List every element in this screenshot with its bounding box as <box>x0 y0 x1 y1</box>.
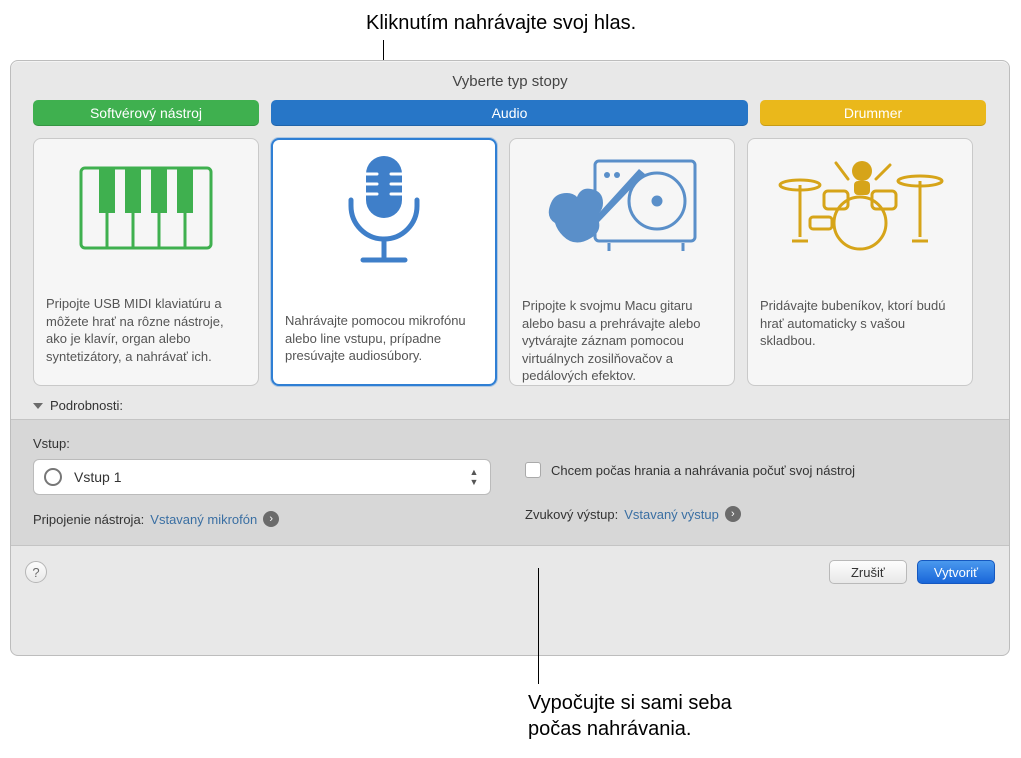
input-select[interactable]: Vstup 1 ▲▼ <box>33 459 491 495</box>
tab-audio[interactable]: Audio <box>271 100 748 126</box>
chevron-right-icon[interactable]: › <box>263 511 279 527</box>
card-desc: Nahrávajte pomocou mikrofónu alebo line … <box>285 272 483 365</box>
monitor-checkbox-label: Chcem počas hrania a nahrávania počuť sv… <box>551 463 855 478</box>
callout-bottom: Vypočujte si sami seba počas nahrávania. <box>528 690 732 742</box>
input-column: Vstup: Vstup 1 ▲▼ Pripojenie nástroja: V… <box>33 436 495 527</box>
tab-software-instrument[interactable]: Softvérový nástroj <box>33 100 259 126</box>
chevron-right-icon[interactable]: › <box>725 506 741 522</box>
track-cards: Pripojte USB MIDI klaviatúru a môžete hr… <box>11 138 1009 386</box>
callout-bottom-line1: Vypočujte si sami seba <box>528 690 732 716</box>
keyboard-icon <box>46 151 246 269</box>
track-chooser-window: Vyberte typ stopy Softvérový nástroj Aud… <box>10 60 1010 656</box>
input-channel-icon <box>44 468 62 486</box>
track-type-tabs: Softvérový nástroj Audio Drummer <box>11 100 1009 138</box>
tab-label: Drummer <box>844 105 902 121</box>
connection-value: Vstavaný mikrofón <box>150 512 257 527</box>
details-label: Podrobnosti: <box>50 398 123 413</box>
help-icon: ? <box>32 565 39 580</box>
window-title: Vyberte typ stopy <box>11 61 1009 100</box>
chevron-down-icon <box>33 403 43 409</box>
microphone-icon <box>285 152 483 272</box>
card-audio-mic[interactable]: Nahrávajte pomocou mikrofónu alebo line … <box>271 138 497 386</box>
monitor-column: Chcem počas hrania a nahrávania počuť sv… <box>525 436 987 527</box>
callout-bottom-line2: počas nahrávania. <box>528 716 732 742</box>
output-value: Vstavaný výstup <box>624 507 719 522</box>
button-label: Zrušiť <box>851 565 885 580</box>
card-software-instrument[interactable]: Pripojte USB MIDI klaviatúru a môžete hr… <box>33 138 259 386</box>
dialog-footer: ? Zrušiť Vytvoriť <box>11 546 1009 598</box>
input-select-value: Vstup 1 <box>74 469 121 485</box>
card-desc: Pripojte USB MIDI klaviatúru a môžete hr… <box>46 269 246 365</box>
updown-icon: ▲▼ <box>466 466 482 488</box>
guitar-amp-icon <box>522 151 722 271</box>
details-panel: Vstup: Vstup 1 ▲▼ Pripojenie nástroja: V… <box>11 419 1009 546</box>
details-disclosure[interactable]: Podrobnosti: <box>11 386 1009 419</box>
input-label: Vstup: <box>33 436 495 451</box>
card-desc: Pridávajte bubeníkov, ktorí budú hrať au… <box>760 271 960 350</box>
instrument-connection-row: Pripojenie nástroja: Vstavaný mikrofón › <box>33 511 495 527</box>
card-drummer[interactable]: Pridávajte bubeníkov, ktorí budú hrať au… <box>747 138 973 386</box>
callout-top: Kliknutím nahrávajte svoj hlas. <box>366 12 636 35</box>
tab-drummer[interactable]: Drummer <box>760 100 986 126</box>
tab-label: Softvérový nástroj <box>90 105 202 121</box>
audio-output-row: Zvukový výstup: Vstavaný výstup › <box>525 506 987 522</box>
button-label: Vytvoriť <box>934 565 978 580</box>
create-button[interactable]: Vytvoriť <box>917 560 995 584</box>
callout-line-bottom <box>538 568 539 684</box>
tab-label: Audio <box>492 105 528 121</box>
monitor-checkbox[interactable] <box>525 462 541 478</box>
card-audio-guitar[interactable]: Pripojte k svojmu Macu gitaru alebo basu… <box>509 138 735 386</box>
drummer-icon <box>760 151 960 271</box>
card-desc: Pripojte k svojmu Macu gitaru alebo basu… <box>522 271 722 385</box>
connection-label: Pripojenie nástroja: <box>33 512 144 527</box>
output-label: Zvukový výstup: <box>525 507 618 522</box>
cancel-button[interactable]: Zrušiť <box>829 560 907 584</box>
help-button[interactable]: ? <box>25 561 47 583</box>
